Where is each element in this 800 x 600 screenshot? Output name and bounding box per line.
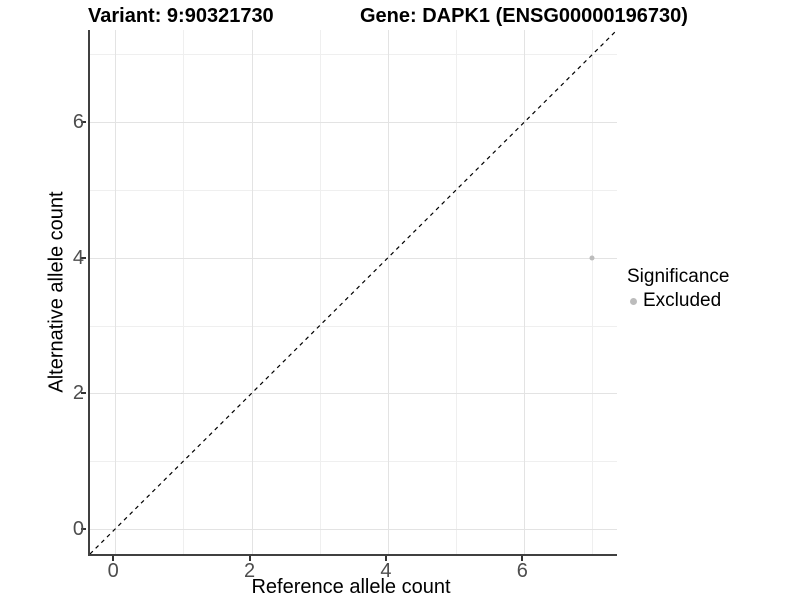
y-tick-label: 6 <box>72 111 84 134</box>
y-tick-mark <box>81 121 86 124</box>
gridline-minor <box>592 30 594 554</box>
y-tick-mark <box>81 527 86 530</box>
gridline-major <box>115 30 117 554</box>
gridline-minor <box>319 30 321 554</box>
gene-title: Gene: DAPK1 (ENSG00000196730) <box>360 5 688 27</box>
gridline-major <box>524 30 526 554</box>
gridline-major <box>251 30 253 554</box>
gridline-major <box>90 257 617 259</box>
y-tick-label: 2 <box>72 382 84 405</box>
x-tick-label: 6 <box>516 560 528 582</box>
gridline-minor <box>90 325 617 327</box>
x-tick-label: 0 <box>107 560 119 582</box>
plot-panel <box>88 30 617 556</box>
legend-entry-excluded: Excluded <box>627 290 729 312</box>
legend-title: Significance <box>627 266 730 287</box>
gridline-major <box>387 30 389 554</box>
legend-entry-label: Excluded <box>643 290 722 311</box>
gridline-minor <box>90 461 617 463</box>
gridline-major <box>90 528 617 530</box>
identity-dashed-line <box>90 30 617 554</box>
y-tick-label: 4 <box>72 246 84 269</box>
x-tick-mark <box>248 556 251 561</box>
gridline-minor <box>90 189 617 191</box>
gridline-minor <box>456 30 458 554</box>
y-tick-mark <box>81 392 86 395</box>
y-tick-mark <box>81 256 86 259</box>
y-axis-title: Alternative allele count <box>45 191 68 393</box>
data-point-excluded <box>589 255 595 261</box>
x-tick-mark <box>112 556 115 561</box>
x-tick-mark <box>384 556 387 561</box>
gridline-minor <box>90 54 617 56</box>
x-tick-label: 2 <box>244 560 256 582</box>
variant-title: Variant: 9:90321730 <box>88 5 274 27</box>
legend: Significance Excluded <box>627 266 729 312</box>
x-axis-title: Reference allele count <box>251 576 451 598</box>
y-tick-label: 0 <box>72 517 84 540</box>
gridline-major <box>90 122 617 124</box>
gridline-major <box>90 393 617 395</box>
x-tick-mark <box>521 556 524 561</box>
legend-key-circle-icon <box>630 297 637 305</box>
gridline-minor <box>183 30 185 554</box>
x-tick-label: 4 <box>380 560 392 582</box>
